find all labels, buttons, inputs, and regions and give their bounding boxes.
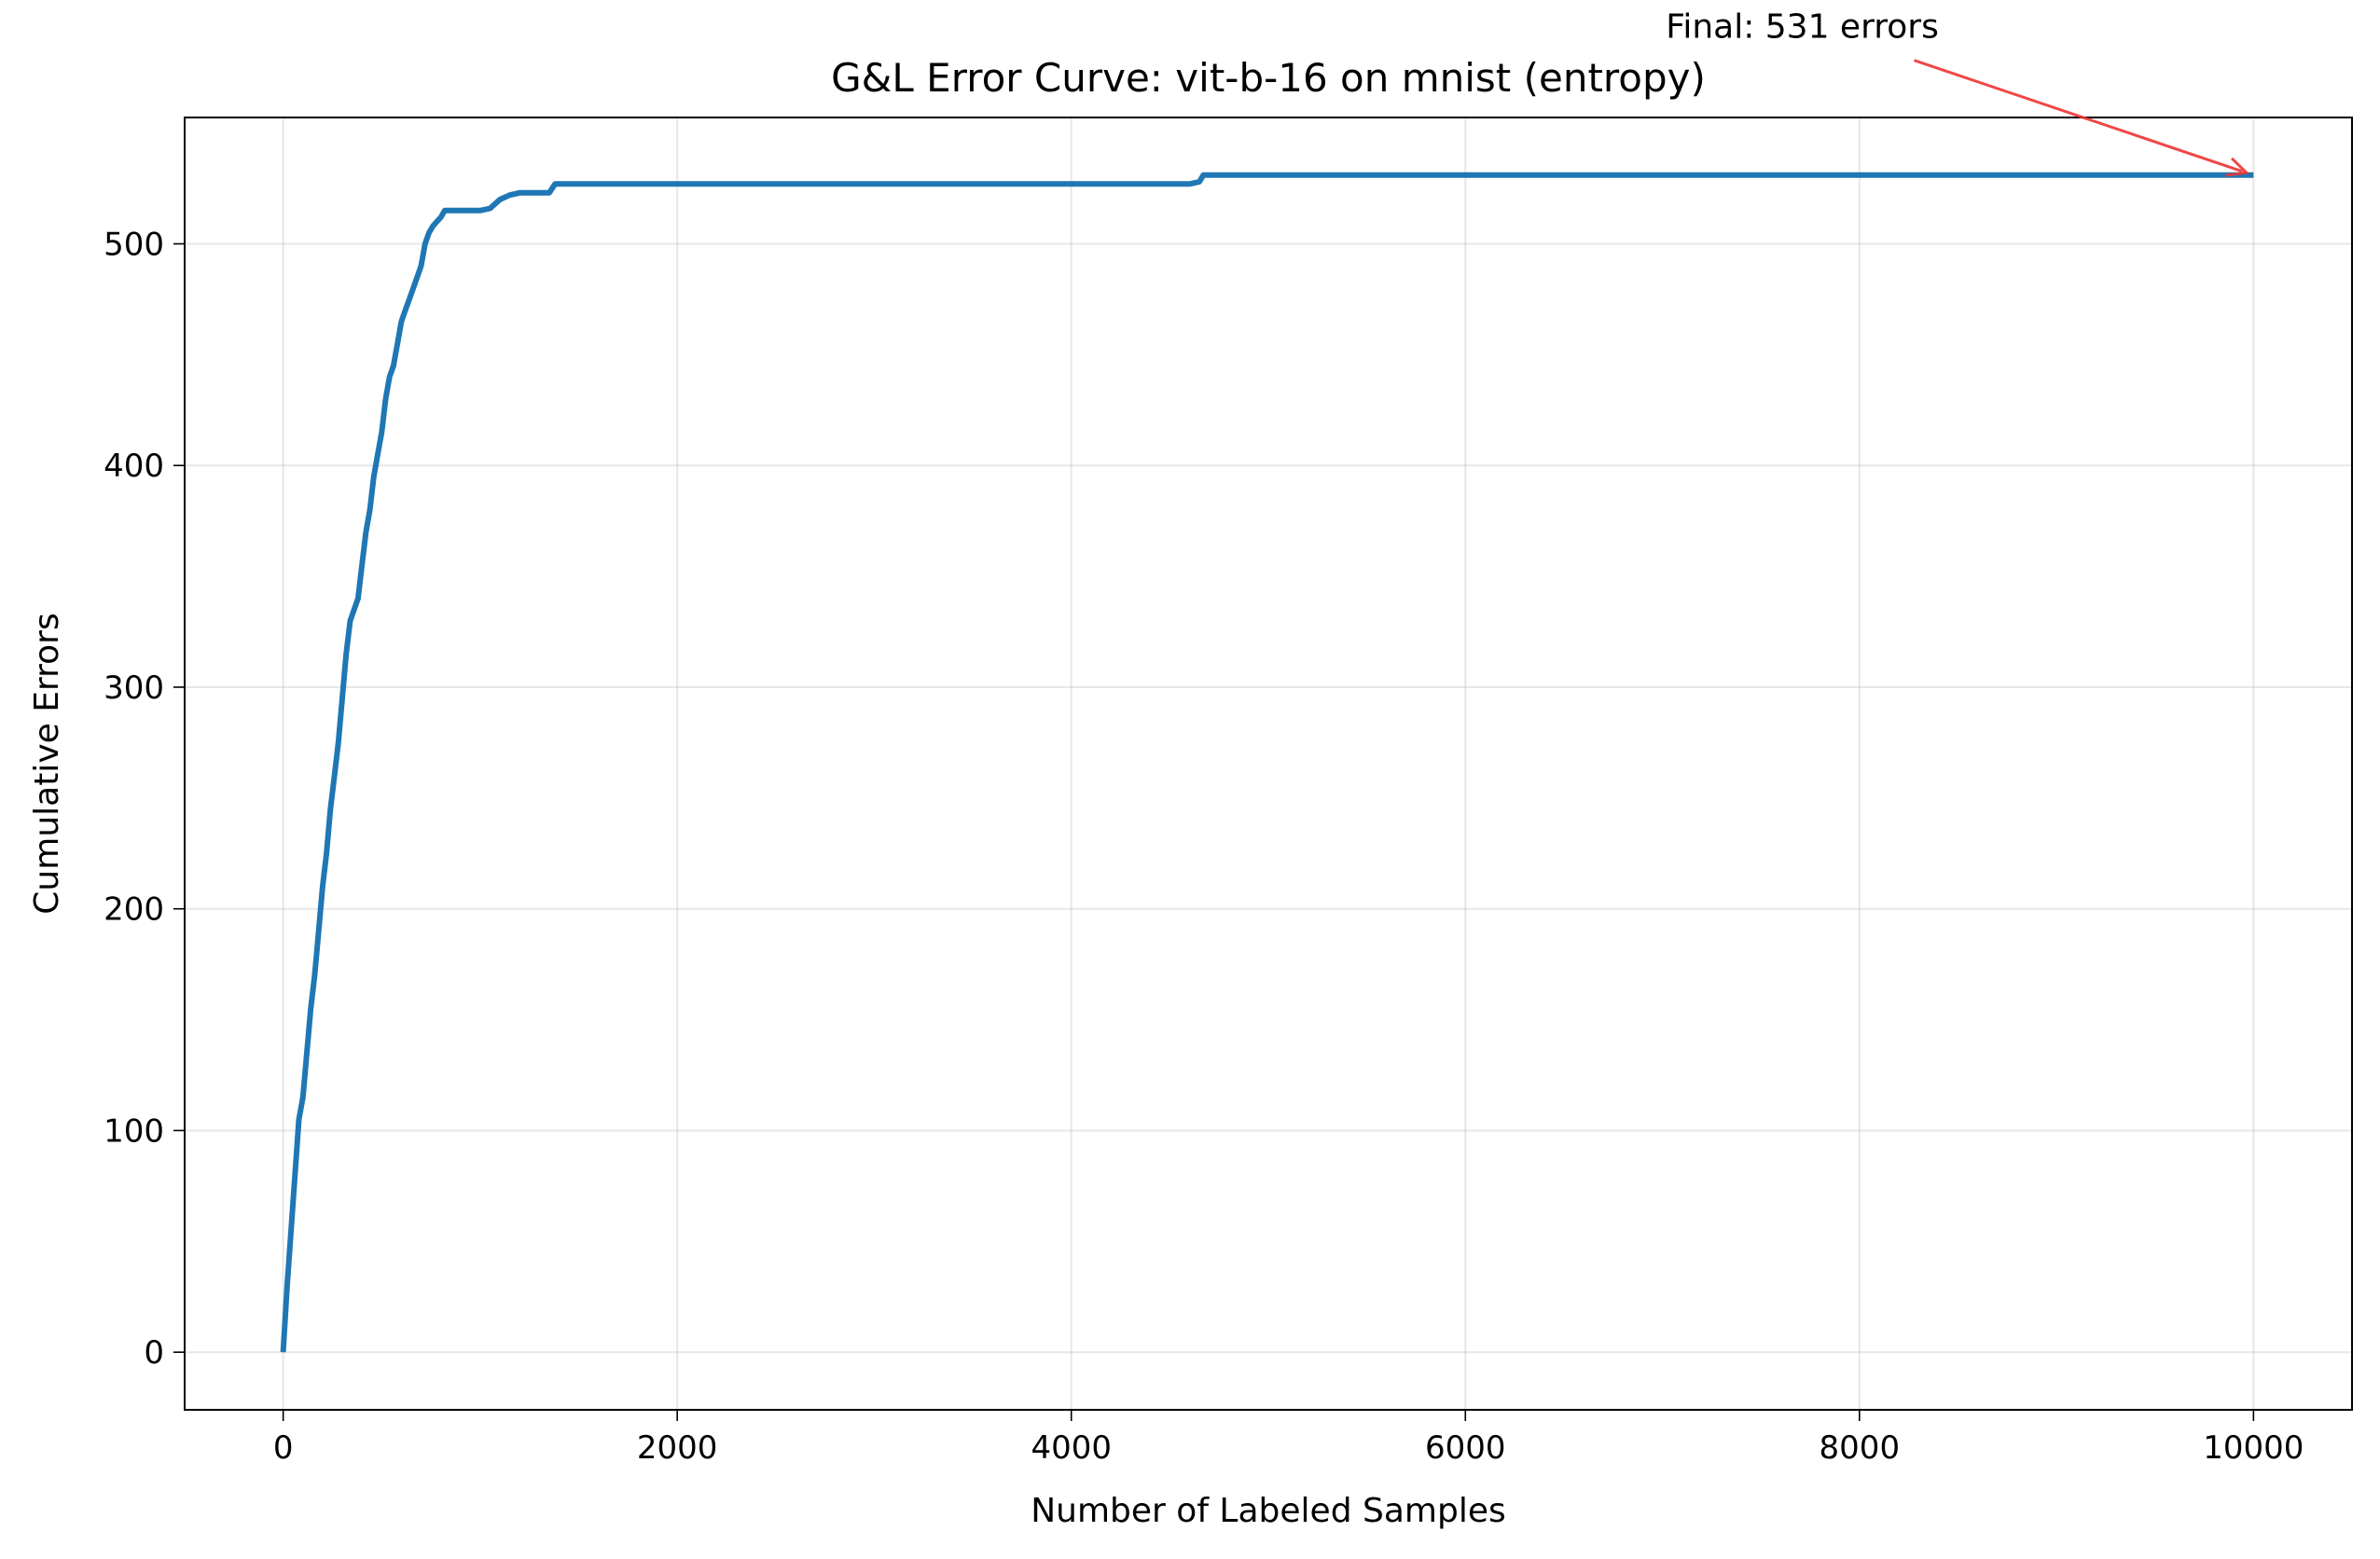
- axes-frame: [184, 117, 2353, 1411]
- series-line: [280, 172, 2254, 1353]
- annotation-label: Final: 531 errors: [1666, 8, 1939, 47]
- axis-ticks: 0 2000 4000 6000 8000 10000 0 100 200 300 400 500: [104, 227, 2304, 1467]
- x-axis-label: Number of Labeled Samples: [1031, 1492, 1506, 1530]
- annotation-arrow-shaft: [1914, 59, 2243, 173]
- plot-area: [280, 172, 2254, 1353]
- x-tick-label: 0: [273, 1429, 294, 1467]
- x-tick-label: 6000: [1425, 1429, 1506, 1467]
- y-tick-label: 500: [104, 227, 164, 264]
- annotation: Final: 531 errors: [1666, 8, 2250, 177]
- y-tick-label: 0: [144, 1334, 164, 1372]
- x-tick-label: 10000: [2203, 1429, 2304, 1467]
- y-tick-label: 400: [104, 448, 164, 485]
- y-axis-label: Cumulative Errors: [28, 613, 66, 914]
- x-tick-label: 4000: [1031, 1429, 1112, 1467]
- x-tick-label: 8000: [1820, 1429, 1901, 1467]
- y-tick-label: 100: [104, 1112, 164, 1150]
- chart-title: G&L Error Curve: vit-b-16 on mnist (entr…: [831, 55, 1706, 101]
- y-tick-label: 200: [104, 891, 164, 929]
- y-tick-label: 300: [104, 669, 164, 707]
- annotation-arrow-head: [2225, 157, 2250, 177]
- x-tick-label: 2000: [637, 1429, 718, 1467]
- grid-lines: [185, 117, 2352, 1410]
